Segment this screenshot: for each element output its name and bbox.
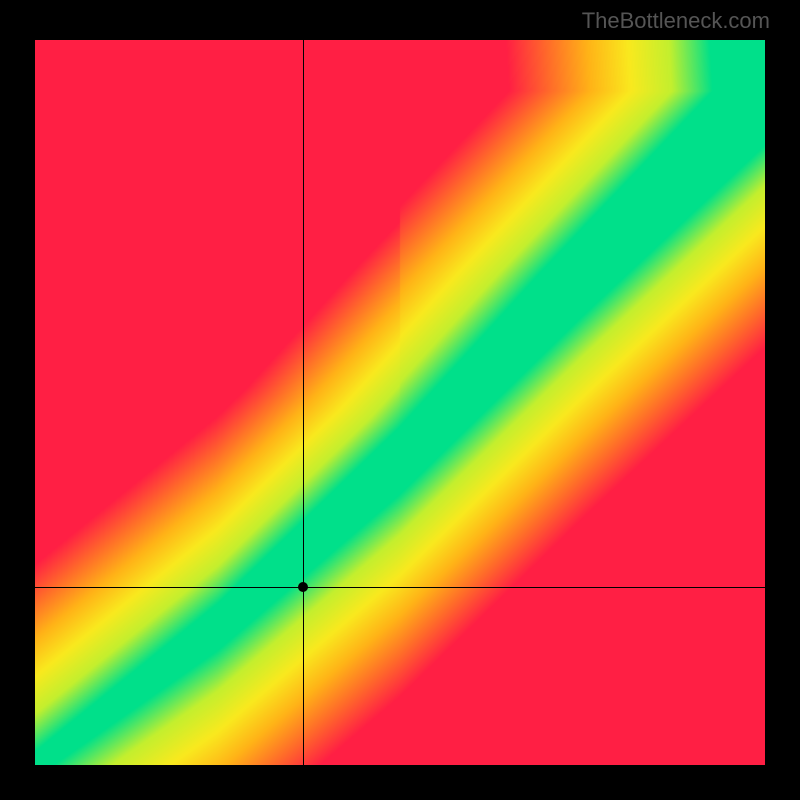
crosshair-vertical bbox=[303, 40, 304, 765]
crosshair-horizontal bbox=[35, 587, 765, 588]
watermark-text: TheBottleneck.com bbox=[582, 8, 770, 34]
crosshair-marker bbox=[298, 582, 308, 592]
plot-area bbox=[35, 40, 765, 765]
heatmap-canvas bbox=[35, 40, 765, 765]
